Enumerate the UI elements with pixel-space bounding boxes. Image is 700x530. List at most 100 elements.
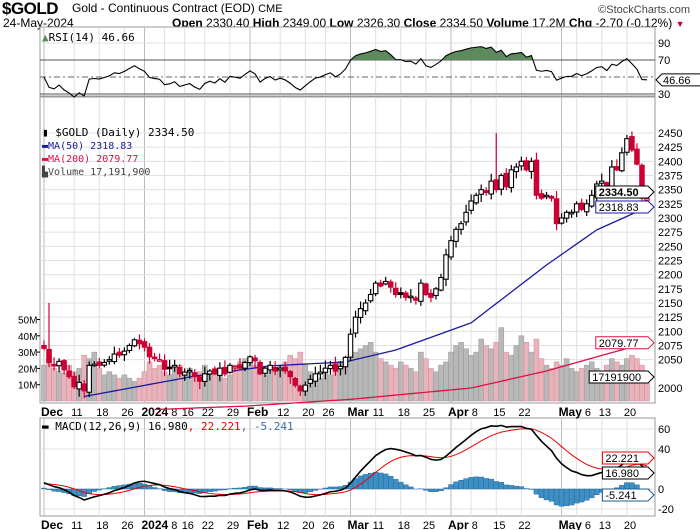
candle-body — [41, 344, 47, 349]
volume-bar — [493, 342, 500, 402]
candle-body — [428, 292, 434, 298]
macd-histogram-bar — [478, 476, 484, 490]
macd-histogram-bar — [563, 488, 570, 507]
macd-histogram-bar — [46, 488, 52, 490]
macd-histogram-bar — [393, 479, 399, 490]
candle-body — [588, 194, 595, 207]
volume-bar — [523, 342, 530, 402]
volume-bar — [483, 345, 489, 402]
macd-histogram-bar — [96, 488, 102, 491]
high-value: 2349.00 — [282, 16, 327, 30]
candle-body — [614, 166, 620, 171]
candle-body — [609, 166, 615, 188]
macd-value-tag: 16.980 — [601, 466, 655, 480]
ma200-legend: ▬MA(200) 2079.77 — [42, 154, 139, 165]
macd-value-tag-text: 16.980 — [605, 468, 639, 480]
volume-bar — [101, 374, 108, 402]
candle-body — [56, 360, 62, 367]
x-tick-label: Dec — [41, 405, 63, 419]
candle-body — [106, 359, 113, 362]
macd-histogram-bar — [242, 486, 248, 490]
volume-tick-label: 10M — [18, 381, 37, 392]
candle-body — [126, 344, 133, 352]
x-tick-label: 20 — [302, 520, 314, 530]
volume-bar — [357, 348, 364, 402]
ma50-value-tag-text: 2318.83 — [599, 202, 639, 214]
x-tick-label: Dec — [41, 518, 63, 530]
macd-hist-tag: -5.241 — [601, 488, 655, 502]
candle-body — [488, 180, 494, 195]
macd-histogram-bar — [498, 482, 504, 490]
macd-histogram-bar — [56, 488, 62, 492]
macd-histogram-bar — [332, 486, 339, 490]
macd-histogram-bar — [463, 478, 469, 490]
open-value: 2330.40 — [206, 16, 250, 30]
macd-histogram-bar — [302, 488, 309, 493]
macd-histogram-bar — [307, 488, 314, 493]
candle-body — [513, 166, 520, 173]
candle-body — [553, 198, 560, 225]
candle-body — [71, 375, 77, 388]
stockcharts-logo[interactable]: ©StockCharts.com — [598, 4, 690, 16]
macd-histogram-bar — [578, 488, 585, 503]
macd-histogram-bar — [533, 488, 540, 495]
candle-body — [433, 288, 439, 297]
price-tick-label: 2150 — [658, 298, 682, 310]
x-tick-label: 22 — [202, 520, 214, 530]
candle-body — [423, 283, 429, 296]
macd-tick-label: 60 — [658, 424, 670, 436]
price-panel — [39, 96, 656, 404]
rsi-tick-label: 30 — [658, 89, 670, 101]
ma200-value-tag: 2079.77 — [595, 336, 655, 350]
candle-body — [443, 254, 449, 280]
macd-histogram-bar — [161, 488, 168, 491]
candle-body — [46, 348, 52, 364]
volume-bar — [347, 355, 354, 402]
volume-value-tag-box — [588, 370, 655, 384]
volume-bar — [448, 351, 454, 402]
macd-histogram-bar — [573, 488, 580, 504]
macd-histogram-bar — [403, 484, 409, 490]
rsi-panel — [39, 26, 656, 97]
rsi-line — [43, 46, 648, 98]
volume-bar — [418, 351, 424, 402]
volume-bar — [473, 351, 479, 402]
candle-body — [312, 373, 319, 382]
volume-bar — [533, 338, 540, 402]
x-tick-label: Apr — [448, 518, 469, 530]
price-tick-label: 2425 — [658, 142, 682, 154]
candle-body — [438, 276, 444, 291]
candle-body — [533, 159, 540, 196]
x-tick-label: 11 — [373, 520, 384, 530]
macd-histogram-bar — [222, 488, 228, 491]
candle-body — [217, 367, 223, 376]
macd-histogram-bar — [629, 482, 635, 490]
rsi-tick-label: 70 — [658, 55, 670, 67]
candle-body — [468, 200, 474, 211]
candle-body — [151, 356, 158, 360]
candle-body — [599, 180, 605, 184]
x-tick-label: 8 — [171, 407, 177, 419]
volume-bar — [146, 361, 153, 402]
candle-body — [583, 203, 590, 213]
volume-bar — [408, 368, 414, 402]
candle-body — [357, 308, 364, 318]
x-tick-label: 13 — [599, 520, 611, 530]
macd-histogram-bar — [568, 488, 575, 506]
volume-bar — [488, 348, 494, 402]
macd-histogram-bar — [518, 486, 525, 490]
candle-body — [267, 364, 273, 371]
x-tick-label: 18 — [398, 407, 410, 419]
price-tick-label: 2400 — [658, 156, 682, 168]
ma200-line — [154, 342, 648, 411]
candle-body — [362, 302, 369, 312]
candle-body — [478, 189, 484, 195]
chg-value: -2.70 (-0.12%) — [595, 16, 673, 30]
volume-bar — [227, 374, 233, 402]
volume-bar — [257, 371, 263, 402]
price-tick-label: 2200 — [658, 270, 682, 282]
macd-histogram-bar — [372, 472, 379, 490]
candle-body — [146, 346, 153, 358]
volume-bar — [61, 373, 67, 402]
macd-histogram-bar — [41, 487, 47, 490]
